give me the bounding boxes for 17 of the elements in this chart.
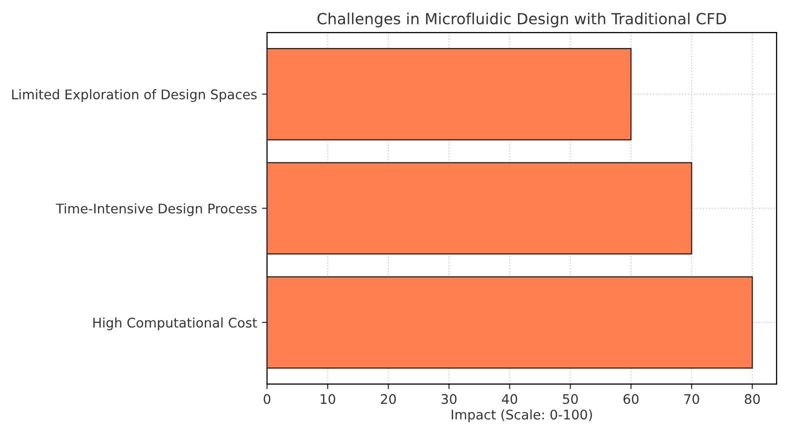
bar — [267, 276, 753, 369]
x-tick-label: 30 — [442, 394, 457, 404]
y-tick-label: High Computational Cost — [93, 317, 257, 330]
x-tick-label: 10 — [320, 394, 336, 404]
chart-title: Challenges in Microfluidic Design with Traditional CFD — [317, 12, 726, 28]
bar — [267, 48, 632, 140]
x-tick-label: 40 — [502, 394, 518, 404]
x-tick-label: 0 — [264, 394, 270, 404]
bar — [267, 162, 692, 255]
x-tick-label: 60 — [624, 394, 639, 404]
y-tick-label: Limited Exploration of Design Spaces — [12, 89, 257, 102]
x-axis-title: Impact (Scale: 0-100) — [452, 409, 592, 422]
x-tick-label: 70 — [684, 394, 700, 404]
x-tick-label: 50 — [562, 394, 578, 404]
x-tick-label: 80 — [744, 394, 760, 404]
x-tick-label: 20 — [380, 394, 396, 404]
y-tick-label: Time-Intensive Design Process — [56, 203, 257, 216]
